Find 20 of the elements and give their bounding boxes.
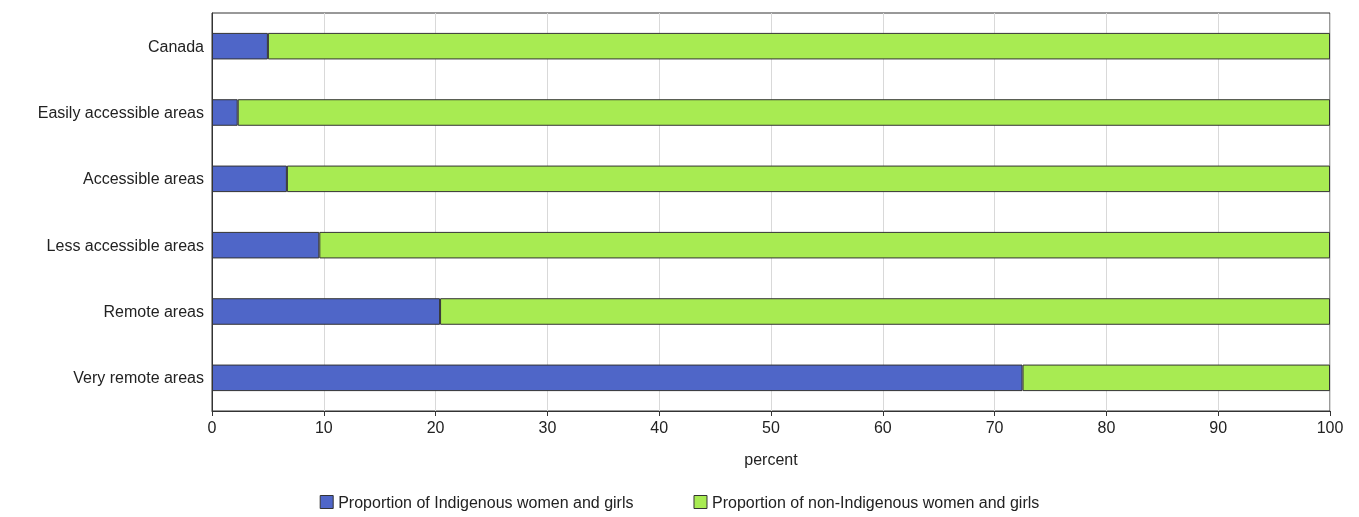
x-tick-label: 20 (426, 418, 445, 436)
y-tick-label: Remote areas (103, 303, 204, 320)
x-tick-label: 0 (207, 418, 217, 436)
x-tick-label: 90 (1209, 418, 1228, 436)
x-tick-label: 30 (538, 418, 557, 436)
y-tick-label: Easily accessible areas (37, 104, 204, 121)
y-tick-label: Less accessible areas (46, 236, 204, 254)
x-tick-label: 80 (1097, 418, 1116, 436)
x-tick-label: 70 (985, 418, 1004, 436)
x-tick-label: 100 (1316, 418, 1344, 436)
y-tick-label: Very remote areas (73, 369, 204, 387)
x-tick-label: 10 (314, 418, 333, 436)
x-tick-label: 60 (873, 418, 892, 436)
x-axis-title: percent (744, 450, 799, 468)
y-tick-label: Canada (147, 37, 205, 55)
x-tick-label: 40 (650, 418, 669, 436)
x-tick-label: 50 (762, 418, 780, 436)
legend-label: Proportion of Indigenous women and girls (338, 493, 634, 511)
legend-label: Proportion of non-Indigenous women and girls (711, 493, 1040, 511)
y-tick-label: Accessible areas (83, 170, 204, 188)
